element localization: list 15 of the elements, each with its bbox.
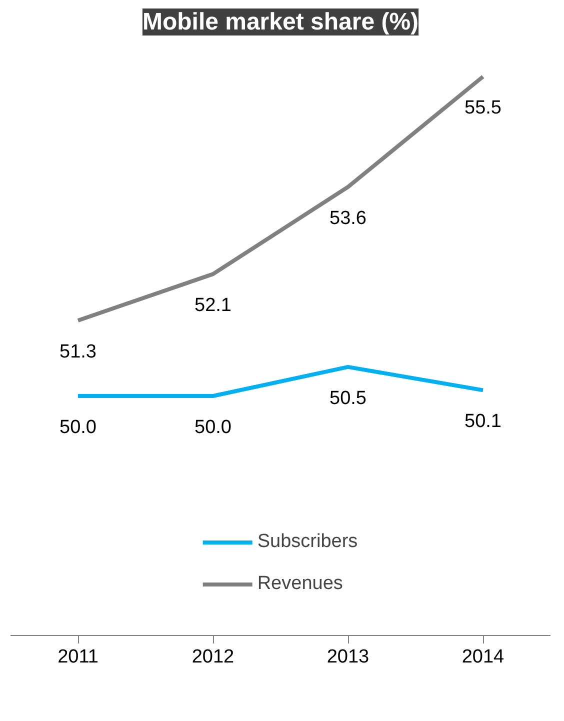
data-label: 53.6 bbox=[330, 208, 366, 229]
data-label: 55.5 bbox=[464, 98, 502, 119]
x-tick-label: 2013 bbox=[326, 646, 370, 668]
x-tick-label: 2014 bbox=[462, 646, 505, 668]
x-tick-label: 2012 bbox=[192, 646, 234, 668]
data-label: 52.1 bbox=[194, 295, 232, 316]
legend-label: Subscribers bbox=[257, 531, 358, 553]
data-label: 50.1 bbox=[464, 411, 502, 432]
legend-label: Revenues bbox=[257, 573, 343, 595]
data-label: 51.3 bbox=[60, 342, 96, 362]
x-tick-label: 2011 bbox=[58, 646, 98, 668]
data-label: 50.5 bbox=[330, 388, 366, 409]
data-label: 50.0 bbox=[60, 416, 96, 438]
data-label: 50.0 bbox=[194, 416, 232, 438]
chart-title: Mobile market share (%) bbox=[142, 8, 419, 36]
